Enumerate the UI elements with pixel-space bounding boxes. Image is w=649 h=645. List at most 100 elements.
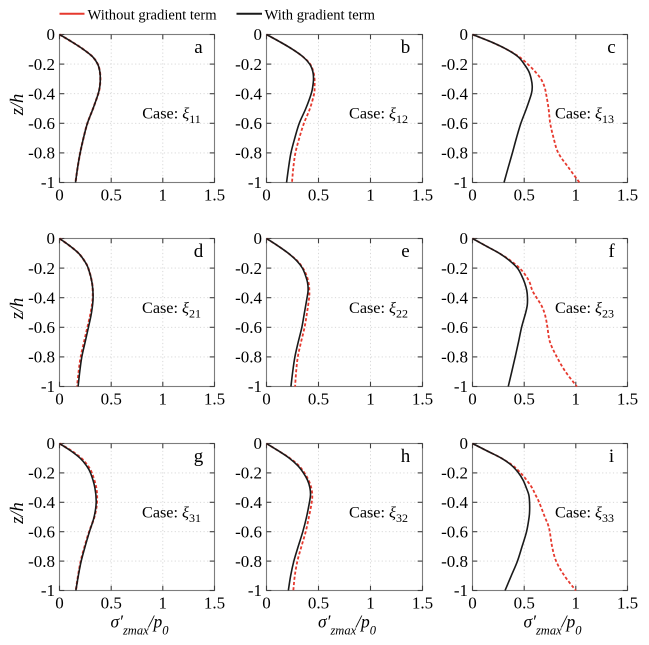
svg-text:-0.4: -0.4 [28,288,55,307]
svg-text:-0.4: -0.4 [28,493,55,512]
svg-text:-1: -1 [248,581,262,600]
svg-text:σ′zmax/p0: σ′zmax/p0 [318,611,377,637]
svg-text:0: 0 [468,594,477,613]
svg-text:Case: ξ32: Case: ξ32 [349,504,408,526]
svg-text:0.5: 0.5 [101,390,122,409]
svg-text:-0.2: -0.2 [235,55,262,74]
svg-text:g: g [194,446,204,467]
svg-text:-0.4: -0.4 [235,493,262,512]
svg-text:1.5: 1.5 [617,390,638,409]
svg-text:0: 0 [460,434,469,453]
svg-text:1: 1 [572,390,581,409]
svg-text:a: a [194,37,203,58]
svg-text:0.5: 0.5 [308,390,329,409]
svg-text:f: f [608,241,615,262]
svg-text:-1: -1 [41,377,55,396]
svg-text:-0.4: -0.4 [235,288,262,307]
svg-text:0: 0 [254,25,263,44]
svg-text:-0.6: -0.6 [235,318,262,337]
svg-text:c: c [607,37,615,58]
svg-text:-0.2: -0.2 [28,55,55,74]
svg-text:-0.8: -0.8 [28,552,55,571]
svg-text:-0.2: -0.2 [235,464,262,483]
svg-text:Case: ξ31: Case: ξ31 [142,504,201,526]
svg-text:b: b [401,37,411,58]
svg-text:Case: ξ11: Case: ξ11 [142,105,201,127]
svg-text:-1: -1 [454,173,468,192]
svg-text:Case: ξ22: Case: ξ22 [349,299,408,321]
svg-text:z/h: z/h [8,298,28,321]
svg-text:1: 1 [572,594,581,613]
svg-text:Case: ξ13: Case: ξ13 [555,105,614,127]
svg-text:-0.4: -0.4 [441,84,468,103]
svg-text:-0.6: -0.6 [441,522,468,541]
svg-text:1: 1 [366,390,375,409]
svg-text:-0.6: -0.6 [28,318,55,337]
svg-text:-0.8: -0.8 [441,552,468,571]
svg-text:1.5: 1.5 [412,390,433,409]
svg-text:-0.4: -0.4 [28,84,55,103]
svg-text:Case: ξ21: Case: ξ21 [142,299,201,321]
svg-text:1: 1 [159,390,168,409]
svg-text:-0.8: -0.8 [441,348,468,367]
svg-text:-0.2: -0.2 [441,259,468,278]
svg-text:0: 0 [254,434,263,453]
svg-text:σ′zmax/p0: σ′zmax/p0 [110,611,169,637]
svg-text:0: 0 [468,186,477,205]
svg-text:0: 0 [55,594,64,613]
svg-text:1.5: 1.5 [617,186,638,205]
svg-text:1: 1 [159,594,168,613]
svg-text:d: d [194,241,204,262]
svg-text:0.5: 0.5 [514,390,535,409]
svg-text:0: 0 [47,25,56,44]
svg-text:-1: -1 [41,173,55,192]
svg-text:0: 0 [468,390,477,409]
svg-text:0: 0 [262,390,271,409]
svg-text:-0.8: -0.8 [235,552,262,571]
svg-text:0: 0 [460,25,469,44]
svg-text:e: e [401,241,409,262]
svg-text:-0.4: -0.4 [441,493,468,512]
svg-text:-0.6: -0.6 [441,318,468,337]
svg-text:0.5: 0.5 [101,594,122,613]
svg-text:-0.6: -0.6 [28,114,55,133]
svg-text:1.5: 1.5 [412,186,433,205]
svg-text:z/h: z/h [8,94,28,117]
svg-text:-0.8: -0.8 [28,144,55,163]
svg-text:Without gradient term: Without gradient term [88,8,218,24]
svg-text:-1: -1 [454,377,468,396]
svg-text:1: 1 [366,594,375,613]
svg-text:0: 0 [262,594,271,613]
svg-text:-0.8: -0.8 [235,144,262,163]
svg-text:-0.2: -0.2 [235,259,262,278]
svg-text:Case: ξ23: Case: ξ23 [555,299,614,321]
svg-text:0: 0 [47,229,56,248]
svg-text:0: 0 [262,186,271,205]
svg-text:-0.4: -0.4 [235,84,262,103]
svg-text:0.5: 0.5 [514,594,535,613]
svg-text:1.5: 1.5 [204,390,225,409]
svg-text:1: 1 [572,186,581,205]
svg-text:0.5: 0.5 [101,186,122,205]
svg-text:σ′zmax/p0: σ′zmax/p0 [523,611,582,637]
svg-text:1.5: 1.5 [412,594,433,613]
svg-text:z/h: z/h [8,502,28,525]
svg-text:-0.4: -0.4 [441,288,468,307]
svg-text:0: 0 [460,229,469,248]
svg-text:-0.6: -0.6 [235,114,262,133]
svg-text:1: 1 [366,186,375,205]
svg-text:h: h [401,446,411,467]
svg-text:With gradient term: With gradient term [265,8,376,24]
svg-text:0: 0 [55,390,64,409]
svg-text:-0.2: -0.2 [441,464,468,483]
svg-text:0: 0 [47,434,56,453]
svg-text:-1: -1 [41,581,55,600]
svg-text:-0.2: -0.2 [28,259,55,278]
svg-text:-1: -1 [248,377,262,396]
svg-text:0.5: 0.5 [308,594,329,613]
svg-text:1: 1 [159,186,168,205]
svg-text:Case: ξ12: Case: ξ12 [349,105,408,127]
svg-text:1.5: 1.5 [204,186,225,205]
svg-text:-0.2: -0.2 [28,464,55,483]
svg-text:-0.6: -0.6 [28,522,55,541]
